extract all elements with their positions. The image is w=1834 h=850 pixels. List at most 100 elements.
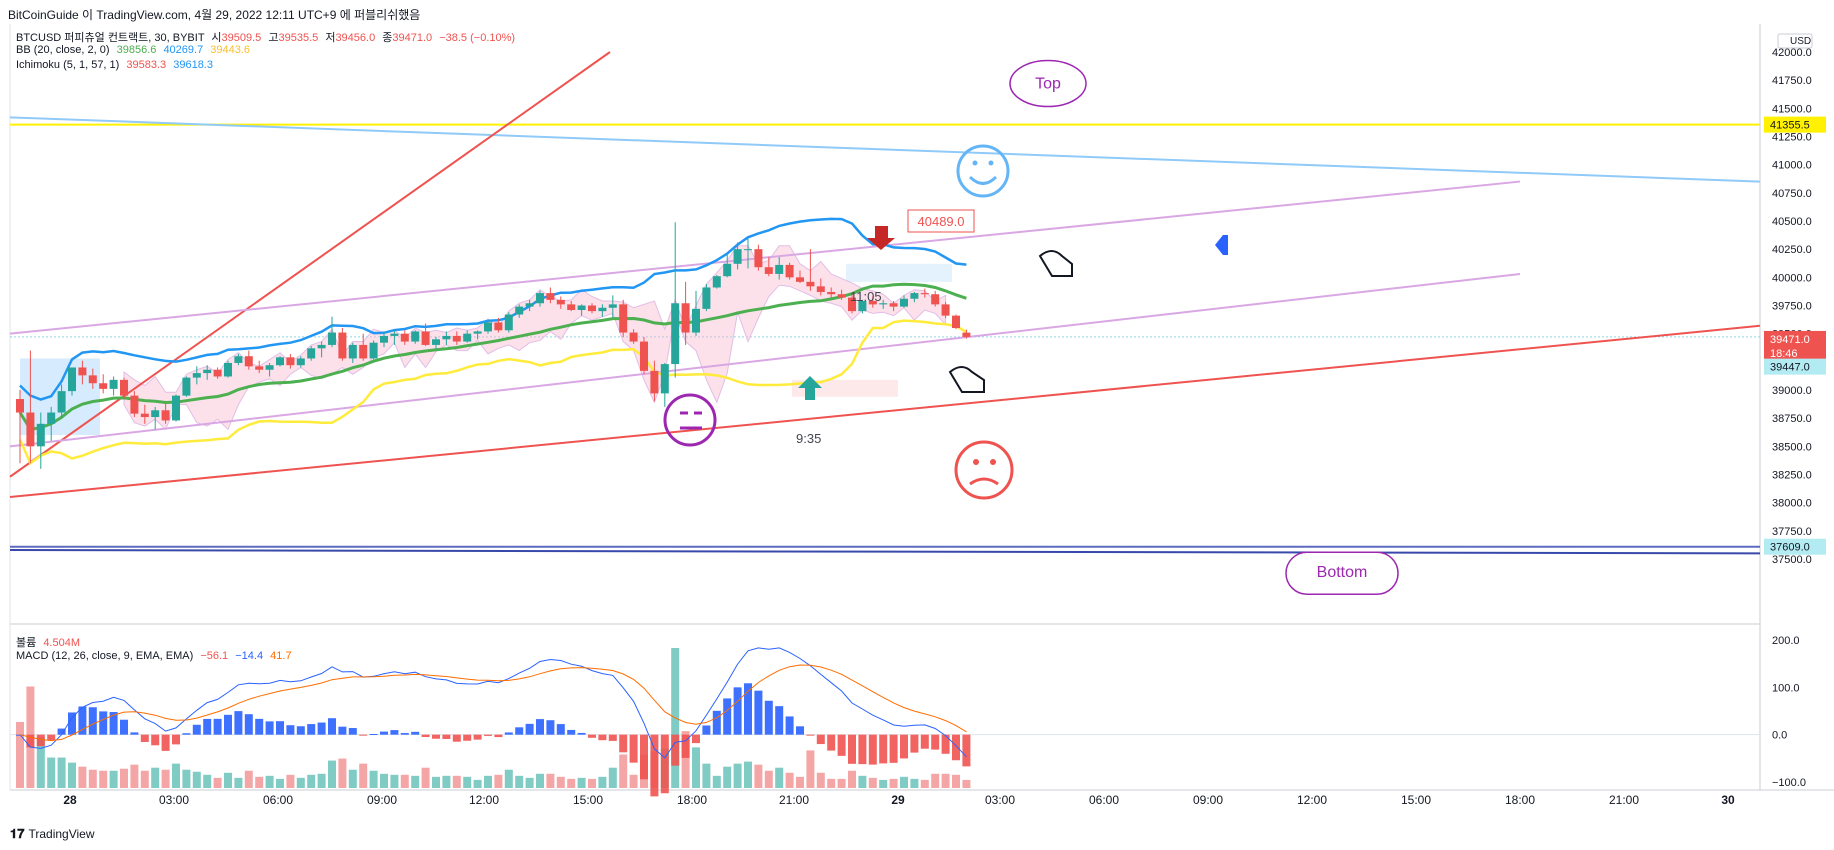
candle[interactable] [608,295,617,318]
candle[interactable] [567,300,576,312]
candle[interactable] [941,302,950,318]
red-upper-trend-line[interactable] [9,51,611,478]
candle[interactable] [203,365,212,380]
candle[interactable] [400,330,409,345]
candle[interactable] [629,329,638,344]
candle[interactable] [359,333,368,361]
bb-lower-badge[interactable]: 39447.0 [1764,358,1826,375]
volume-legend[interactable]: 볼륨 4.504M [16,634,80,650]
candle[interactable] [775,257,784,280]
smiley-neutral-icon[interactable] [663,393,717,447]
candle[interactable] [348,342,357,363]
candle[interactable] [36,412,45,469]
candle[interactable] [556,296,565,309]
candle[interactable] [234,353,243,366]
candle[interactable] [806,249,815,291]
candle[interactable] [816,278,825,296]
current-price-badge[interactable]: 39471.0 [1764,330,1826,361]
candle[interactable] [47,406,56,441]
candle[interactable] [962,329,971,339]
pointing-hand-icon[interactable] [1038,250,1073,277]
candle[interactable] [536,290,544,307]
range-box-3[interactable] [792,379,898,397]
candle[interactable] [276,356,284,367]
candle[interactable] [931,290,940,307]
macd-line[interactable] [19,647,967,759]
candle[interactable] [900,295,908,308]
smiley-sad-icon[interactable] [954,440,1014,500]
candle[interactable] [702,284,711,312]
candle[interactable] [109,376,118,396]
candle[interactable] [99,374,108,394]
ichimoku-cloud[interactable] [123,245,947,431]
candle[interactable] [265,362,274,377]
top-level-badge[interactable]: 41355.5 [1764,116,1826,133]
down-arrow-icon[interactable] [867,226,895,250]
candle[interactable] [255,360,264,374]
candle[interactable] [16,390,24,464]
candle[interactable] [442,331,451,345]
candle[interactable] [879,299,888,309]
candle[interactable] [525,299,534,312]
bb-legend[interactable]: BB (20, close, 2, 0) 39856.6 40269.7 394… [16,44,250,56]
left-arrow-icon[interactable] [1215,235,1228,255]
candle[interactable] [754,244,763,271]
bottom-callout[interactable]: Bottom [1285,551,1399,595]
candle[interactable] [286,353,295,369]
pointing-hand-icon[interactable] [948,366,985,393]
blue-trend-line[interactable] [9,116,1761,183]
smiley-happy-icon[interactable] [956,144,1010,198]
red-lower-trend-line[interactable] [9,324,1761,499]
candle[interactable] [88,368,97,389]
candle[interactable] [889,300,898,312]
candle[interactable] [463,330,472,343]
top-callout[interactable]: Top [1009,59,1087,108]
candle[interactable] [504,312,513,333]
channel-upper-line[interactable] [9,180,1521,335]
candle[interactable] [650,360,659,402]
candle[interactable] [660,362,669,407]
candle[interactable] [712,275,721,289]
candle[interactable] [796,270,804,283]
candle[interactable] [317,341,326,358]
candle[interactable] [546,287,555,304]
candle[interactable] [244,350,253,370]
candle[interactable] [369,340,378,360]
candle[interactable] [640,337,648,375]
candle[interactable] [910,291,919,303]
up-arrow-icon[interactable] [798,376,822,400]
candle[interactable] [723,253,732,278]
candle[interactable] [390,330,399,345]
tradingview-logo-icon[interactable]: 𝟏𝟕 [10,826,25,841]
candle[interactable] [681,281,690,345]
channel-lower-line[interactable] [9,272,1521,448]
candle[interactable] [785,262,794,280]
candle[interactable] [473,330,482,340]
candle[interactable] [68,367,76,396]
candle[interactable] [952,314,960,330]
candle[interactable] [494,317,503,333]
candle[interactable] [182,376,191,397]
candle[interactable] [192,366,201,385]
candle[interactable] [380,331,388,348]
candle[interactable] [515,304,524,318]
candle[interactable] [837,289,846,300]
candle[interactable] [868,296,877,308]
candle[interactable] [920,288,929,298]
candle[interactable] [296,356,305,368]
candle[interactable] [328,316,336,348]
candle[interactable] [213,367,222,379]
candle[interactable] [172,394,180,422]
candle[interactable] [764,257,773,277]
candle[interactable] [848,294,856,314]
bottom-support-line[interactable] [9,548,1761,555]
candle[interactable] [619,299,628,338]
candle[interactable] [598,304,607,317]
macd-signal-line[interactable] [19,664,967,742]
high-price-callout[interactable]: 40489.0 [907,209,975,233]
candle[interactable] [411,330,420,344]
candle[interactable] [130,391,139,418]
ichimoku-legend[interactable]: Ichimoku (5, 1, 57, 1) 39583.3 39618.3 [16,59,213,71]
candle[interactable] [858,299,867,314]
candle[interactable] [140,404,149,424]
